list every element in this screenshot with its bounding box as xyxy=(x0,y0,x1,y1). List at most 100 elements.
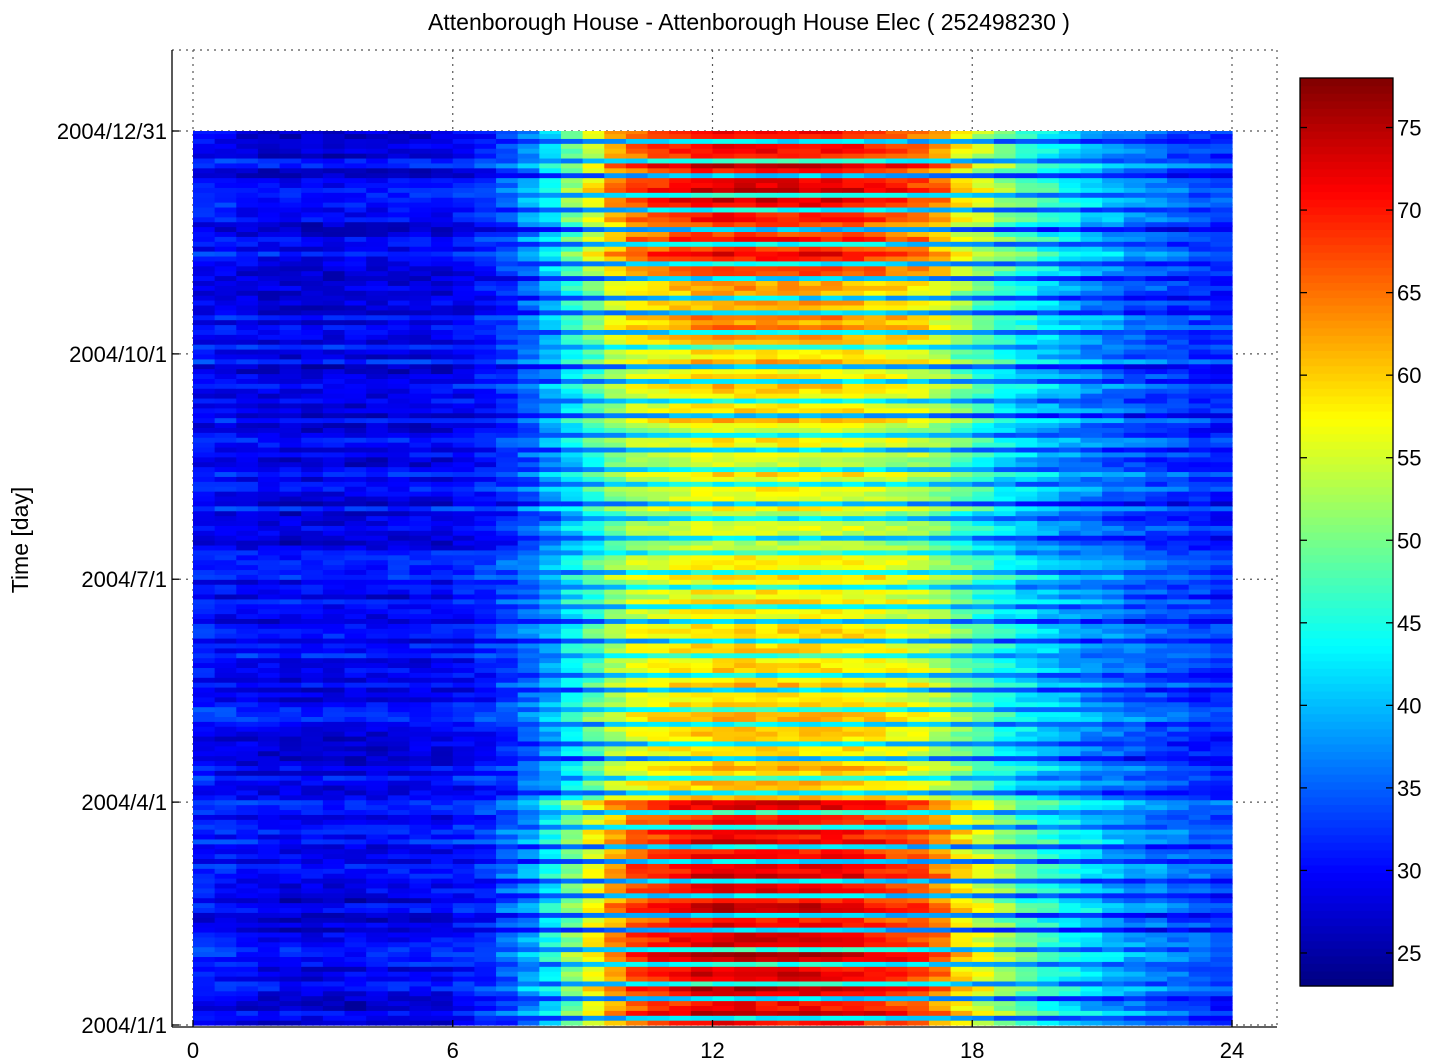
heatmap-cell xyxy=(799,735,822,742)
heatmap-cell xyxy=(1188,731,1211,737)
heatmap-cell xyxy=(496,657,519,664)
heatmap-cell xyxy=(1167,1020,1190,1026)
heatmap-cell xyxy=(669,598,692,605)
heatmap-cell xyxy=(972,515,995,522)
heatmap-cell xyxy=(344,1000,367,1007)
heatmap-cell xyxy=(366,525,389,531)
heatmap-cell xyxy=(496,907,519,913)
heatmap-cell xyxy=(928,809,952,815)
heatmap-cell xyxy=(885,858,908,864)
heatmap-cell xyxy=(1210,584,1233,590)
heatmap-cell xyxy=(1102,530,1125,536)
heatmap-cell xyxy=(387,858,411,864)
heatmap-cell xyxy=(301,540,324,546)
heatmap-cell xyxy=(539,530,562,536)
heatmap-cell xyxy=(1080,789,1103,796)
heatmap-cell xyxy=(669,515,692,522)
heatmap-cell xyxy=(842,677,865,683)
heatmap-cell xyxy=(322,745,346,752)
heatmap-cell xyxy=(1210,520,1233,526)
heatmap-cell xyxy=(582,971,605,977)
heatmap-cell xyxy=(366,726,389,732)
heatmap-cell xyxy=(517,990,540,997)
heatmap-cell xyxy=(842,638,865,644)
heatmap-cell xyxy=(409,535,432,541)
heatmap-cell xyxy=(496,549,519,556)
heatmap-cell xyxy=(625,584,649,590)
heatmap-cell xyxy=(993,946,1017,953)
heatmap-cell xyxy=(820,789,843,796)
heatmap-cell xyxy=(1188,838,1211,845)
heatmap-cell xyxy=(993,628,1017,634)
heatmap-cell xyxy=(1188,907,1211,913)
heatmap-cell xyxy=(1188,966,1211,972)
heatmap-cell xyxy=(1167,946,1190,953)
heatmap-cell xyxy=(257,696,281,703)
heatmap-cell xyxy=(452,750,475,757)
heatmap-cell xyxy=(344,809,367,815)
heatmap-cell xyxy=(431,809,454,815)
heatmap-cell xyxy=(928,804,952,811)
heatmap-cell xyxy=(279,745,302,752)
heatmap-cell xyxy=(517,873,540,879)
heatmap-cell xyxy=(452,1000,475,1007)
heatmap-cell xyxy=(366,608,389,615)
heatmap-cell xyxy=(690,549,714,556)
heatmap-cell xyxy=(647,574,670,580)
heatmap-cell xyxy=(1080,1020,1103,1026)
heatmap-cell xyxy=(496,824,519,830)
heatmap-cell xyxy=(517,799,540,806)
heatmap-cell xyxy=(344,657,367,664)
heatmap-cell xyxy=(928,642,952,649)
heatmap-cell xyxy=(777,868,800,874)
heatmap-cell xyxy=(1037,838,1060,845)
heatmap-cell xyxy=(1037,824,1060,830)
heatmap-cell xyxy=(1037,765,1060,771)
heatmap-cell xyxy=(1123,951,1147,958)
heatmap-cell xyxy=(409,530,432,536)
heatmap-cell xyxy=(734,833,757,840)
heatmap-cell xyxy=(755,887,779,894)
heatmap-cell xyxy=(1080,833,1103,840)
heatmap-cell xyxy=(972,833,995,840)
heatmap-cell xyxy=(366,775,389,781)
heatmap-cell xyxy=(582,701,605,708)
heatmap-cell xyxy=(452,961,475,967)
heatmap-cell xyxy=(193,887,216,894)
heatmap-cell xyxy=(431,540,454,546)
heatmap-cell xyxy=(690,686,714,693)
heatmap-cell xyxy=(604,682,627,688)
heatmap-cell xyxy=(1210,608,1233,615)
heatmap-cell xyxy=(496,515,519,522)
heatmap-cell xyxy=(236,633,259,639)
heatmap-cell xyxy=(1102,662,1125,668)
heatmap-cell xyxy=(625,638,649,644)
heatmap-cell xyxy=(777,789,800,796)
heatmap-cell xyxy=(669,1015,692,1021)
heatmap-cell xyxy=(1188,618,1211,624)
heatmap-cell xyxy=(1058,544,1082,551)
heatmap-cell xyxy=(928,961,952,967)
heatmap-cell xyxy=(1037,858,1060,864)
heatmap-cell xyxy=(1210,672,1233,678)
heatmap-cell xyxy=(560,922,584,928)
heatmap-cell xyxy=(712,711,735,717)
heatmap-cell xyxy=(517,819,540,825)
heatmap-cell xyxy=(712,706,735,713)
heatmap-cell xyxy=(907,946,930,953)
heatmap-cell xyxy=(1210,961,1233,967)
heatmap-cell xyxy=(431,848,454,855)
heatmap-cell xyxy=(474,912,497,918)
heatmap-cell xyxy=(322,731,346,737)
heatmap-cell xyxy=(387,848,411,855)
heatmap-cell xyxy=(1167,990,1190,997)
heatmap-cell xyxy=(799,589,822,595)
heatmap-cell xyxy=(647,755,670,762)
heatmap-cell xyxy=(344,1020,367,1026)
heatmap-cell xyxy=(344,755,367,762)
heatmap-cell xyxy=(431,931,454,938)
heatmap-cell xyxy=(799,907,822,913)
heatmap-cell xyxy=(1188,775,1211,781)
heatmap-cell xyxy=(452,540,475,546)
heatmap-cell xyxy=(842,990,865,997)
